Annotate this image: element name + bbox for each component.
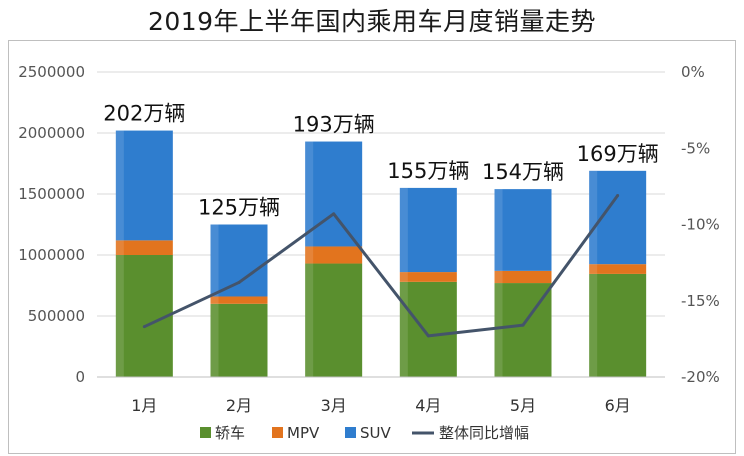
bar-segment-suv <box>305 141 363 247</box>
y-left-tick-label: 1000000 <box>18 246 85 264</box>
y-left-tick-label: 2500000 <box>18 63 85 81</box>
bar-segment-suv <box>210 224 268 297</box>
y-right-tick-label: -15% <box>681 292 720 310</box>
bar-segment-shade <box>305 246 314 264</box>
bar-segment-sedan <box>399 281 457 377</box>
legend-swatch <box>272 427 283 438</box>
bar-segment-shade <box>399 187 408 273</box>
bar-total-label: 155万辆 <box>387 159 469 183</box>
bar-segment-shade <box>399 272 408 282</box>
bar-segment-shade <box>305 141 314 247</box>
growth-line-path <box>143 194 619 338</box>
y-right-tick-label: 0% <box>681 63 705 81</box>
x-tick-label: 3月 <box>321 396 347 415</box>
bar-segment-mpv <box>115 240 173 255</box>
growth-line-point <box>332 212 336 216</box>
bar-segment-shade <box>210 224 219 297</box>
y-left-tick-label: 2000000 <box>18 124 85 142</box>
bar-segment-mpv <box>210 296 268 304</box>
bar-segment-suv <box>115 130 173 241</box>
x-tick-label: 6月 <box>605 396 631 415</box>
growth-line-point <box>142 325 146 329</box>
bar-groups <box>115 130 647 377</box>
bar-total-label: 125万辆 <box>198 196 280 220</box>
legend: 轿车 MPV SUV 整体同比增幅 <box>200 424 529 442</box>
legend-label: 轿车 <box>215 424 245 442</box>
chart-frame <box>8 40 736 454</box>
growth-line-point <box>616 194 620 198</box>
bar-segment-shade <box>399 281 408 377</box>
growth-line <box>142 194 620 338</box>
bar-segment-sedan <box>305 263 363 377</box>
bar-segment-sedan <box>210 303 268 377</box>
y-left-tick-label: 1500000 <box>18 185 85 203</box>
bar-segment-shade <box>589 170 598 265</box>
growth-line-point <box>521 323 525 327</box>
bar-segment-mpv <box>494 270 552 284</box>
y-left-tick-label: 0 <box>75 368 85 386</box>
bar-segment-shade <box>210 296 219 304</box>
bar-segment-shade <box>494 283 503 377</box>
bar-segment-mpv <box>589 264 647 274</box>
legend-label: SUV <box>360 424 392 442</box>
bar-segment-shade <box>494 189 503 271</box>
bar-segment-suv <box>494 189 552 271</box>
bar-segment-shade <box>305 263 314 377</box>
legend-label: MPV <box>287 424 320 442</box>
x-tick-label: 4月 <box>415 396 441 415</box>
bar-segment-shade <box>115 130 124 241</box>
bar-segment-sedan <box>115 255 173 377</box>
x-tick-label: 1月 <box>131 396 157 415</box>
growth-line-point <box>237 280 241 284</box>
y-right-tick-label: -5% <box>681 139 710 157</box>
x-tick-label: 2月 <box>226 396 252 415</box>
y-right-tick-label: -20% <box>681 368 720 386</box>
bar-segment-sedan <box>589 273 647 377</box>
bar-segment-shade <box>589 264 598 274</box>
y-right-tick-label: -10% <box>681 216 720 234</box>
x-tick-label: 5月 <box>510 396 536 415</box>
bar-total-label: 202万辆 <box>103 102 185 126</box>
chart-title: 2019年上半年国内乘用车月度销量走势 <box>147 7 597 36</box>
bar-segment-shade <box>210 303 219 377</box>
bar-total-label: 193万辆 <box>293 113 375 137</box>
bar-segment-shade <box>115 240 124 255</box>
bar-segment-suv <box>399 187 457 273</box>
legend-label: 整体同比增幅 <box>439 424 529 442</box>
bar-segment-shade <box>494 270 503 284</box>
bar-segment-suv <box>589 170 647 265</box>
legend-swatch <box>345 427 356 438</box>
y-left-tick-label: 500000 <box>28 307 85 325</box>
bar-segment-shade <box>589 273 598 377</box>
legend-swatch <box>200 427 211 438</box>
bar-total-label: 154万辆 <box>482 160 564 184</box>
bar-segment-mpv <box>399 272 457 282</box>
data-labels: 202万辆 125万辆 193万辆 155万辆 154万辆 169万辆 <box>103 102 658 220</box>
axes: 0 500000 1000000 1500000 2000000 2500000 -20% -… <box>18 63 720 415</box>
bar-segment-shade <box>115 255 124 377</box>
bar-total-label: 169万辆 <box>577 142 659 166</box>
growth-line-point <box>426 334 430 338</box>
bar-segment-mpv <box>305 246 363 264</box>
